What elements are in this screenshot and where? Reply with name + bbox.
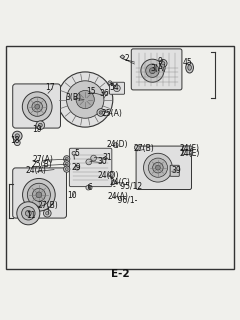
Circle shape	[38, 123, 42, 127]
Circle shape	[12, 131, 22, 141]
Text: 24(D): 24(D)	[97, 171, 119, 180]
Circle shape	[65, 157, 68, 160]
Text: 17: 17	[46, 84, 55, 92]
Text: 3(A): 3(A)	[150, 64, 167, 73]
Circle shape	[32, 188, 45, 201]
Circle shape	[32, 101, 42, 112]
Text: ' 96/1-: ' 96/1-	[113, 196, 138, 205]
Circle shape	[108, 81, 112, 84]
Circle shape	[66, 81, 104, 118]
Text: 24(D): 24(D)	[107, 140, 128, 149]
Text: 6: 6	[88, 183, 92, 192]
Ellipse shape	[188, 65, 192, 70]
Text: 54: 54	[109, 84, 119, 92]
Circle shape	[65, 168, 68, 171]
Circle shape	[36, 192, 42, 198]
Text: 24(A): 24(A)	[26, 166, 46, 175]
Circle shape	[159, 60, 167, 67]
FancyBboxPatch shape	[182, 150, 192, 155]
Circle shape	[162, 61, 165, 65]
Circle shape	[64, 156, 70, 162]
Text: 27(A): 27(A)	[32, 155, 53, 164]
Circle shape	[65, 163, 68, 165]
Text: E-2: E-2	[111, 269, 129, 279]
Text: 19: 19	[32, 125, 42, 134]
Circle shape	[35, 104, 40, 109]
Circle shape	[112, 180, 116, 184]
FancyBboxPatch shape	[136, 146, 192, 189]
Circle shape	[150, 68, 155, 74]
Text: 25(A): 25(A)	[101, 109, 122, 118]
Text: 9: 9	[157, 57, 162, 66]
Circle shape	[108, 172, 113, 177]
Circle shape	[99, 111, 102, 114]
Circle shape	[76, 90, 94, 109]
FancyBboxPatch shape	[170, 165, 179, 176]
Text: 18: 18	[10, 136, 20, 145]
Circle shape	[144, 153, 172, 182]
Circle shape	[146, 64, 159, 77]
Circle shape	[134, 145, 139, 150]
Circle shape	[72, 151, 76, 155]
Ellipse shape	[186, 62, 193, 73]
Circle shape	[27, 183, 50, 206]
Text: 29: 29	[72, 163, 82, 172]
FancyBboxPatch shape	[13, 168, 66, 218]
Text: -' 95/12: -' 95/12	[113, 182, 142, 191]
Circle shape	[22, 207, 35, 220]
Text: 45: 45	[182, 58, 192, 67]
Text: 24(C): 24(C)	[110, 178, 130, 187]
FancyBboxPatch shape	[13, 84, 60, 128]
Circle shape	[25, 211, 31, 216]
Circle shape	[97, 108, 105, 116]
Circle shape	[86, 159, 92, 165]
Circle shape	[91, 155, 96, 161]
Circle shape	[113, 143, 118, 148]
Circle shape	[148, 158, 168, 177]
Circle shape	[156, 165, 160, 170]
Circle shape	[114, 85, 120, 92]
Text: 24(A): 24(A)	[107, 191, 128, 201]
Circle shape	[15, 134, 19, 138]
Circle shape	[75, 165, 80, 170]
Circle shape	[153, 163, 163, 173]
Circle shape	[58, 72, 113, 127]
Text: 15: 15	[86, 87, 96, 96]
Text: 27(B): 27(B)	[38, 201, 58, 210]
Text: 36: 36	[100, 89, 109, 98]
Circle shape	[64, 161, 70, 167]
FancyBboxPatch shape	[182, 146, 192, 150]
Circle shape	[22, 92, 52, 122]
FancyBboxPatch shape	[131, 49, 182, 90]
FancyBboxPatch shape	[109, 82, 125, 94]
Text: 30: 30	[97, 157, 107, 166]
Text: 5: 5	[74, 149, 79, 158]
Text: 24(F): 24(F)	[180, 144, 200, 153]
Circle shape	[23, 179, 55, 211]
Circle shape	[28, 97, 47, 116]
Circle shape	[86, 185, 91, 190]
Text: 25(B): 25(B)	[32, 160, 52, 169]
Text: 27(B): 27(B)	[134, 144, 154, 153]
Circle shape	[141, 59, 164, 82]
Circle shape	[46, 212, 49, 215]
Circle shape	[36, 121, 45, 130]
Text: 11: 11	[26, 211, 36, 220]
Text: 39: 39	[172, 165, 181, 175]
Circle shape	[14, 140, 20, 146]
Text: 10: 10	[67, 191, 77, 200]
Circle shape	[64, 166, 70, 172]
Circle shape	[17, 202, 40, 225]
Polygon shape	[120, 55, 125, 59]
Text: 3(B): 3(B)	[65, 92, 81, 102]
Text: 31: 31	[103, 153, 112, 162]
Text: 2: 2	[125, 54, 130, 63]
Text: 24(E): 24(E)	[180, 149, 200, 158]
Circle shape	[43, 209, 51, 217]
FancyBboxPatch shape	[69, 148, 112, 187]
